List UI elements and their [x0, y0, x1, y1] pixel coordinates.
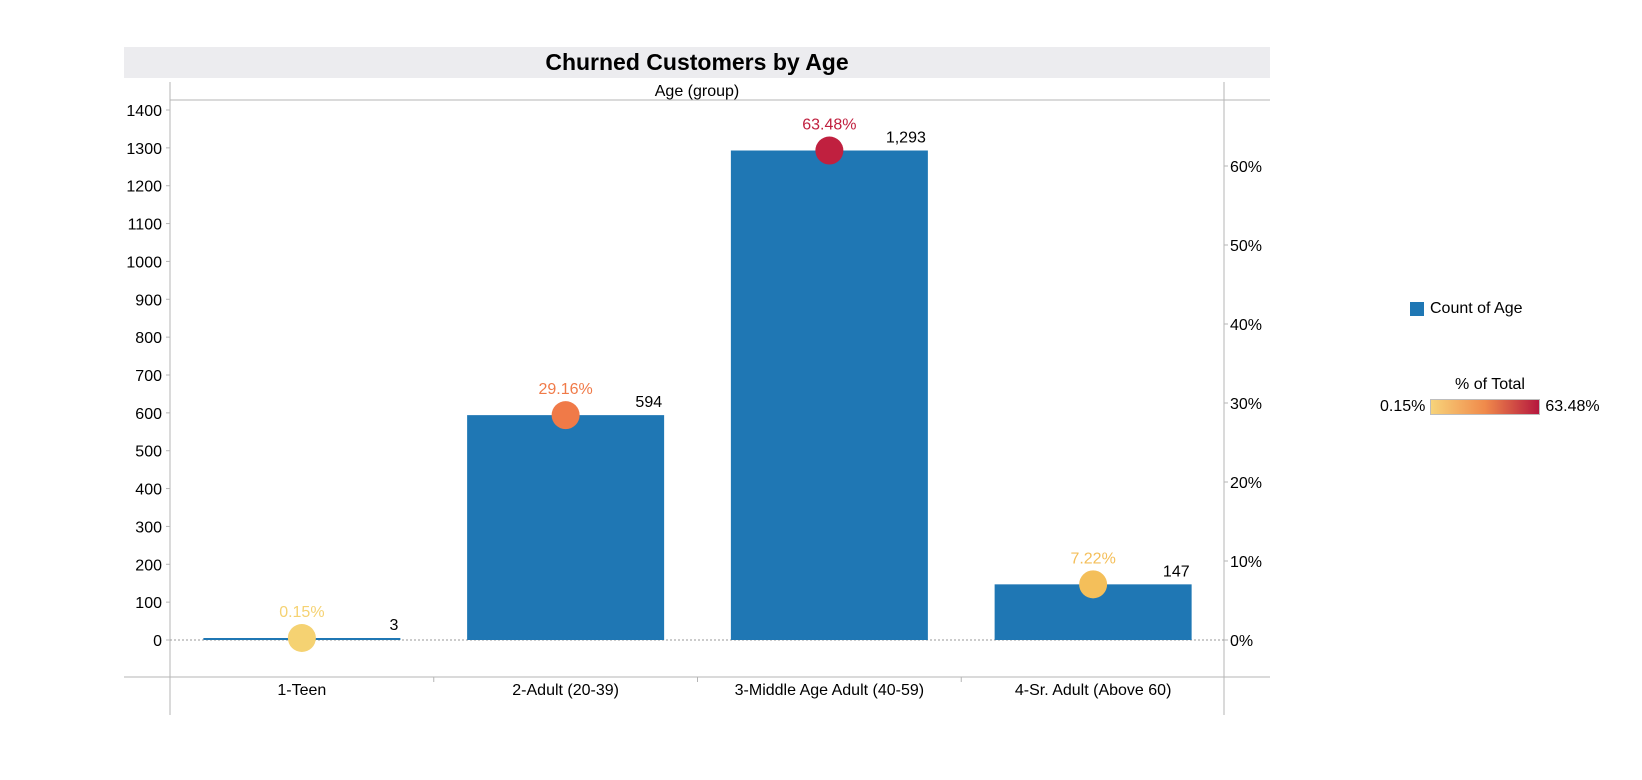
percent-label: 0.15% [279, 604, 324, 621]
y-right-tick-label: 60% [1230, 159, 1262, 176]
x-tick-label: 1-Teen [277, 682, 326, 699]
x-tick-label: 4-Sr. Adult (Above 60) [1015, 682, 1172, 699]
y-left-tick-label: 0 [153, 633, 162, 650]
percent-dot [815, 136, 844, 165]
bar-value-label: 594 [635, 394, 662, 411]
x-tick-label: 3-Middle Age Adult (40-59) [735, 682, 924, 699]
y-right-tick-label: 50% [1230, 238, 1262, 255]
y-left-tick-label: 1400 [126, 103, 162, 120]
y-left-tick-label: 800 [135, 330, 162, 347]
y-right-tick-label: 0% [1230, 633, 1253, 650]
y-left-tick-label: 600 [135, 406, 162, 423]
legend-gradient-bar [1430, 399, 1541, 415]
legend-swatch [1410, 302, 1424, 316]
title-band [124, 47, 1270, 78]
y-left-tick-label: 500 [135, 444, 162, 461]
y-left-tick-label: 400 [135, 482, 162, 499]
percent-dot [287, 624, 316, 652]
legend: Count of Age % of Total 0.15% 63.48% [1380, 300, 1630, 416]
y-right-tick-label: 10% [1230, 554, 1262, 571]
legend-gradient-title: % of Total [1455, 376, 1525, 393]
y-left-tick-label: 1300 [126, 141, 162, 158]
chart-title: Churned Customers by Age [545, 49, 848, 75]
bar [467, 415, 665, 640]
percent-label: 63.48% [802, 117, 856, 134]
bar-value-label: 1,293 [886, 130, 926, 147]
y-left-tick-label: 1200 [126, 179, 162, 196]
y-left-tick-label: 100 [135, 595, 162, 612]
column-header: Age (group) [655, 83, 740, 100]
y-right-tick-label: 40% [1230, 317, 1262, 334]
legend-gradient-min: 0.15% [1380, 398, 1426, 415]
bar-value-label: 147 [1163, 563, 1190, 580]
percent-label: 7.22% [1070, 550, 1115, 567]
legend-gradient-max: 63.48% [1545, 398, 1600, 415]
bar-value-label: 3 [389, 617, 398, 634]
percent-dot [551, 401, 580, 430]
legend-series-label: Count of Age [1430, 300, 1523, 317]
y-right-tick-label: 30% [1230, 396, 1262, 413]
percent-dot [1079, 570, 1108, 599]
legend-gradient-row: 0.15% 63.48% [1380, 398, 1630, 416]
y-left-tick-label: 700 [135, 368, 162, 385]
y-left-tick-label: 900 [135, 292, 162, 309]
y-left-tick-label: 1000 [126, 254, 162, 271]
y-left-tick-label: 1100 [128, 217, 163, 234]
bar [730, 150, 928, 640]
y-left-tick-label: 200 [135, 557, 162, 574]
percent-label: 29.16% [538, 381, 592, 398]
legend-series-item: Count of Age [1410, 300, 1630, 318]
y-left-tick-label: 300 [135, 519, 162, 536]
y-right-tick-label: 20% [1230, 475, 1262, 492]
x-tick-label: 2-Adult (20-39) [512, 682, 619, 699]
